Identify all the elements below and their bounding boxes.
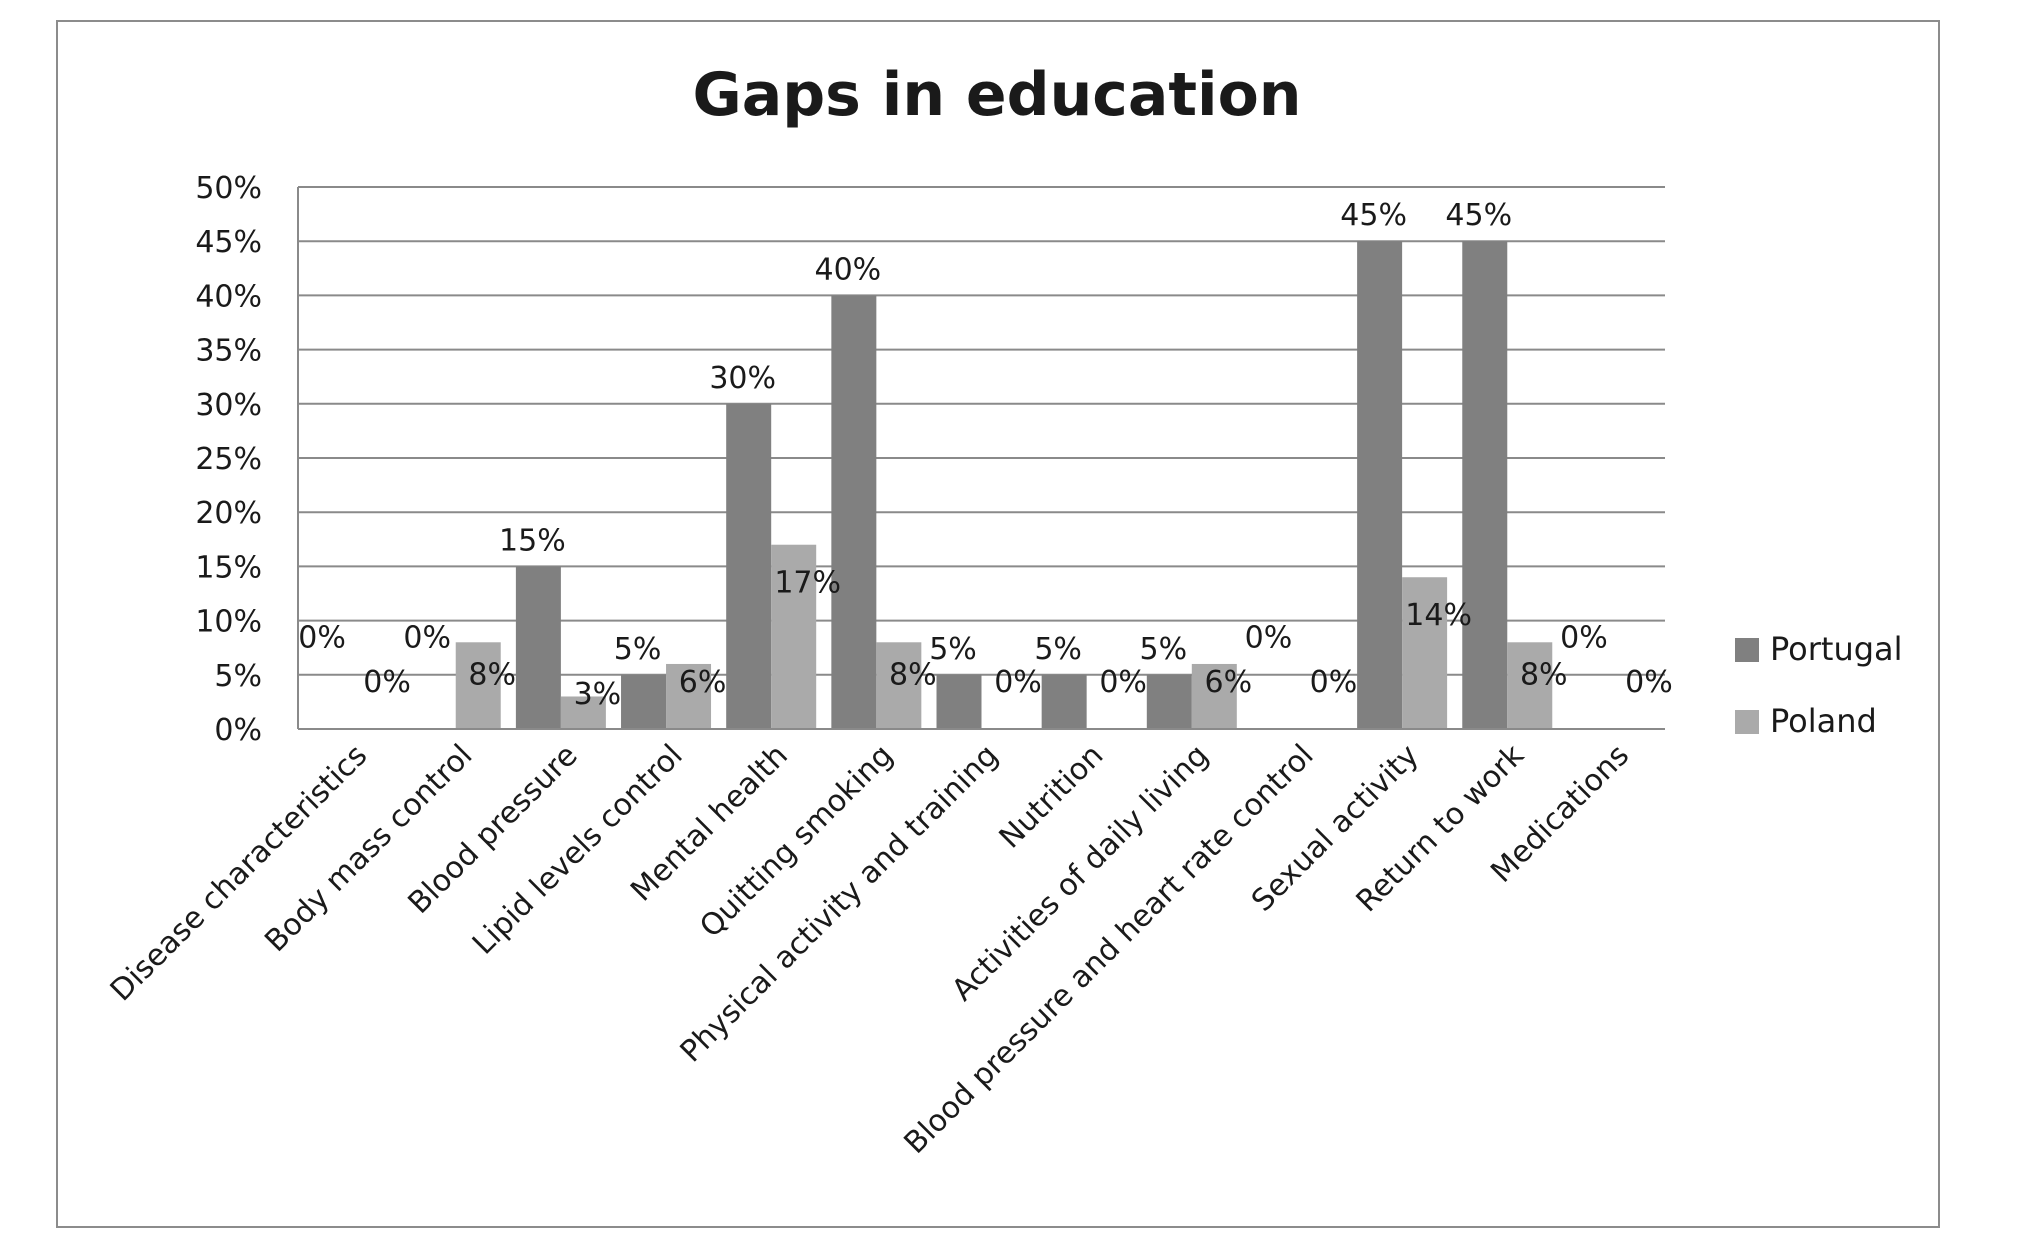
data-label: 0% (1245, 621, 1293, 656)
data-label: 45% (1445, 198, 1512, 233)
bar-portugal (1357, 241, 1403, 729)
bar-poland (1191, 663, 1237, 729)
bar-poland (455, 642, 501, 729)
bar-portugal (1146, 674, 1192, 729)
bar-portugal (1462, 241, 1508, 729)
data-label: 15% (499, 523, 566, 558)
bars (455, 241, 1553, 729)
y-tick-label: 10% (195, 605, 262, 640)
x-tick-label: Lipid levels control (466, 738, 690, 962)
bar-portugal (831, 295, 877, 729)
data-label: 45% (1340, 198, 1407, 233)
bar-portugal (515, 566, 561, 729)
bar-poland (666, 663, 712, 729)
chart-title: Gaps in education (692, 60, 1301, 130)
bar-poland (771, 544, 817, 729)
y-tick-label: 15% (195, 550, 262, 585)
data-label: 6% (679, 665, 727, 700)
bar-portugal (621, 674, 667, 729)
data-label: 6% (1205, 665, 1253, 700)
data-label: 0% (298, 621, 346, 656)
data-label: 0% (1560, 621, 1608, 656)
y-axis: 0% 5% 10% 15% 20% 25% 30% 35% 40% 45% 50% (195, 171, 299, 748)
y-tick-label: 45% (195, 225, 262, 260)
data-label: 8% (889, 658, 937, 693)
data-label: 0% (1625, 665, 1673, 700)
data-label: 0% (1099, 665, 1147, 700)
data-labels: 0%0%0%8%15%3%5%6%30%17%40%8%5%0%5%0%5%6%… (298, 198, 1672, 712)
data-label: 0% (994, 665, 1042, 700)
legend-swatch-portugal (1735, 638, 1759, 662)
data-label: 0% (1310, 665, 1358, 700)
bar-poland (876, 642, 922, 729)
bar-portugal (726, 403, 772, 729)
data-label: 5% (1034, 632, 1082, 667)
legend-swatch-poland (1735, 710, 1759, 734)
y-tick-label: 50% (195, 171, 262, 206)
bar-poland (1507, 642, 1553, 729)
y-tick-label: 5% (214, 659, 262, 694)
y-tick-label: 20% (195, 496, 262, 531)
data-label: 5% (1140, 632, 1188, 667)
data-label: 0% (403, 621, 451, 656)
y-tick-label: 30% (195, 388, 262, 423)
y-tick-label: 40% (195, 279, 262, 314)
data-label: 0% (363, 665, 411, 700)
x-tick-label: Quitting smoking (693, 738, 900, 945)
legend-label-portugal: Portugal (1770, 630, 1903, 668)
data-label: 30% (709, 361, 776, 396)
y-tick-label: 0% (214, 713, 262, 748)
chart-frame (56, 20, 1940, 1228)
data-label: 5% (929, 632, 977, 667)
data-label: 8% (1520, 658, 1568, 693)
data-label: 14% (1405, 598, 1472, 633)
bar-poland (560, 696, 606, 729)
gridlines (298, 186, 1665, 730)
bar-poland (1402, 577, 1448, 729)
legend: Portugal Poland (1735, 630, 1903, 740)
y-tick-label: 25% (195, 442, 262, 477)
bar-portugal (1041, 674, 1087, 729)
data-label: 40% (815, 252, 882, 287)
data-label: 3% (574, 677, 622, 712)
data-label: 5% (614, 632, 662, 667)
data-label: 8% (468, 658, 516, 693)
data-label: 17% (774, 566, 841, 601)
x-tick-label: Body mass control (258, 738, 479, 959)
bar-portugal (936, 674, 982, 729)
legend-label-poland: Poland (1770, 702, 1877, 740)
y-tick-label: 35% (195, 334, 262, 369)
